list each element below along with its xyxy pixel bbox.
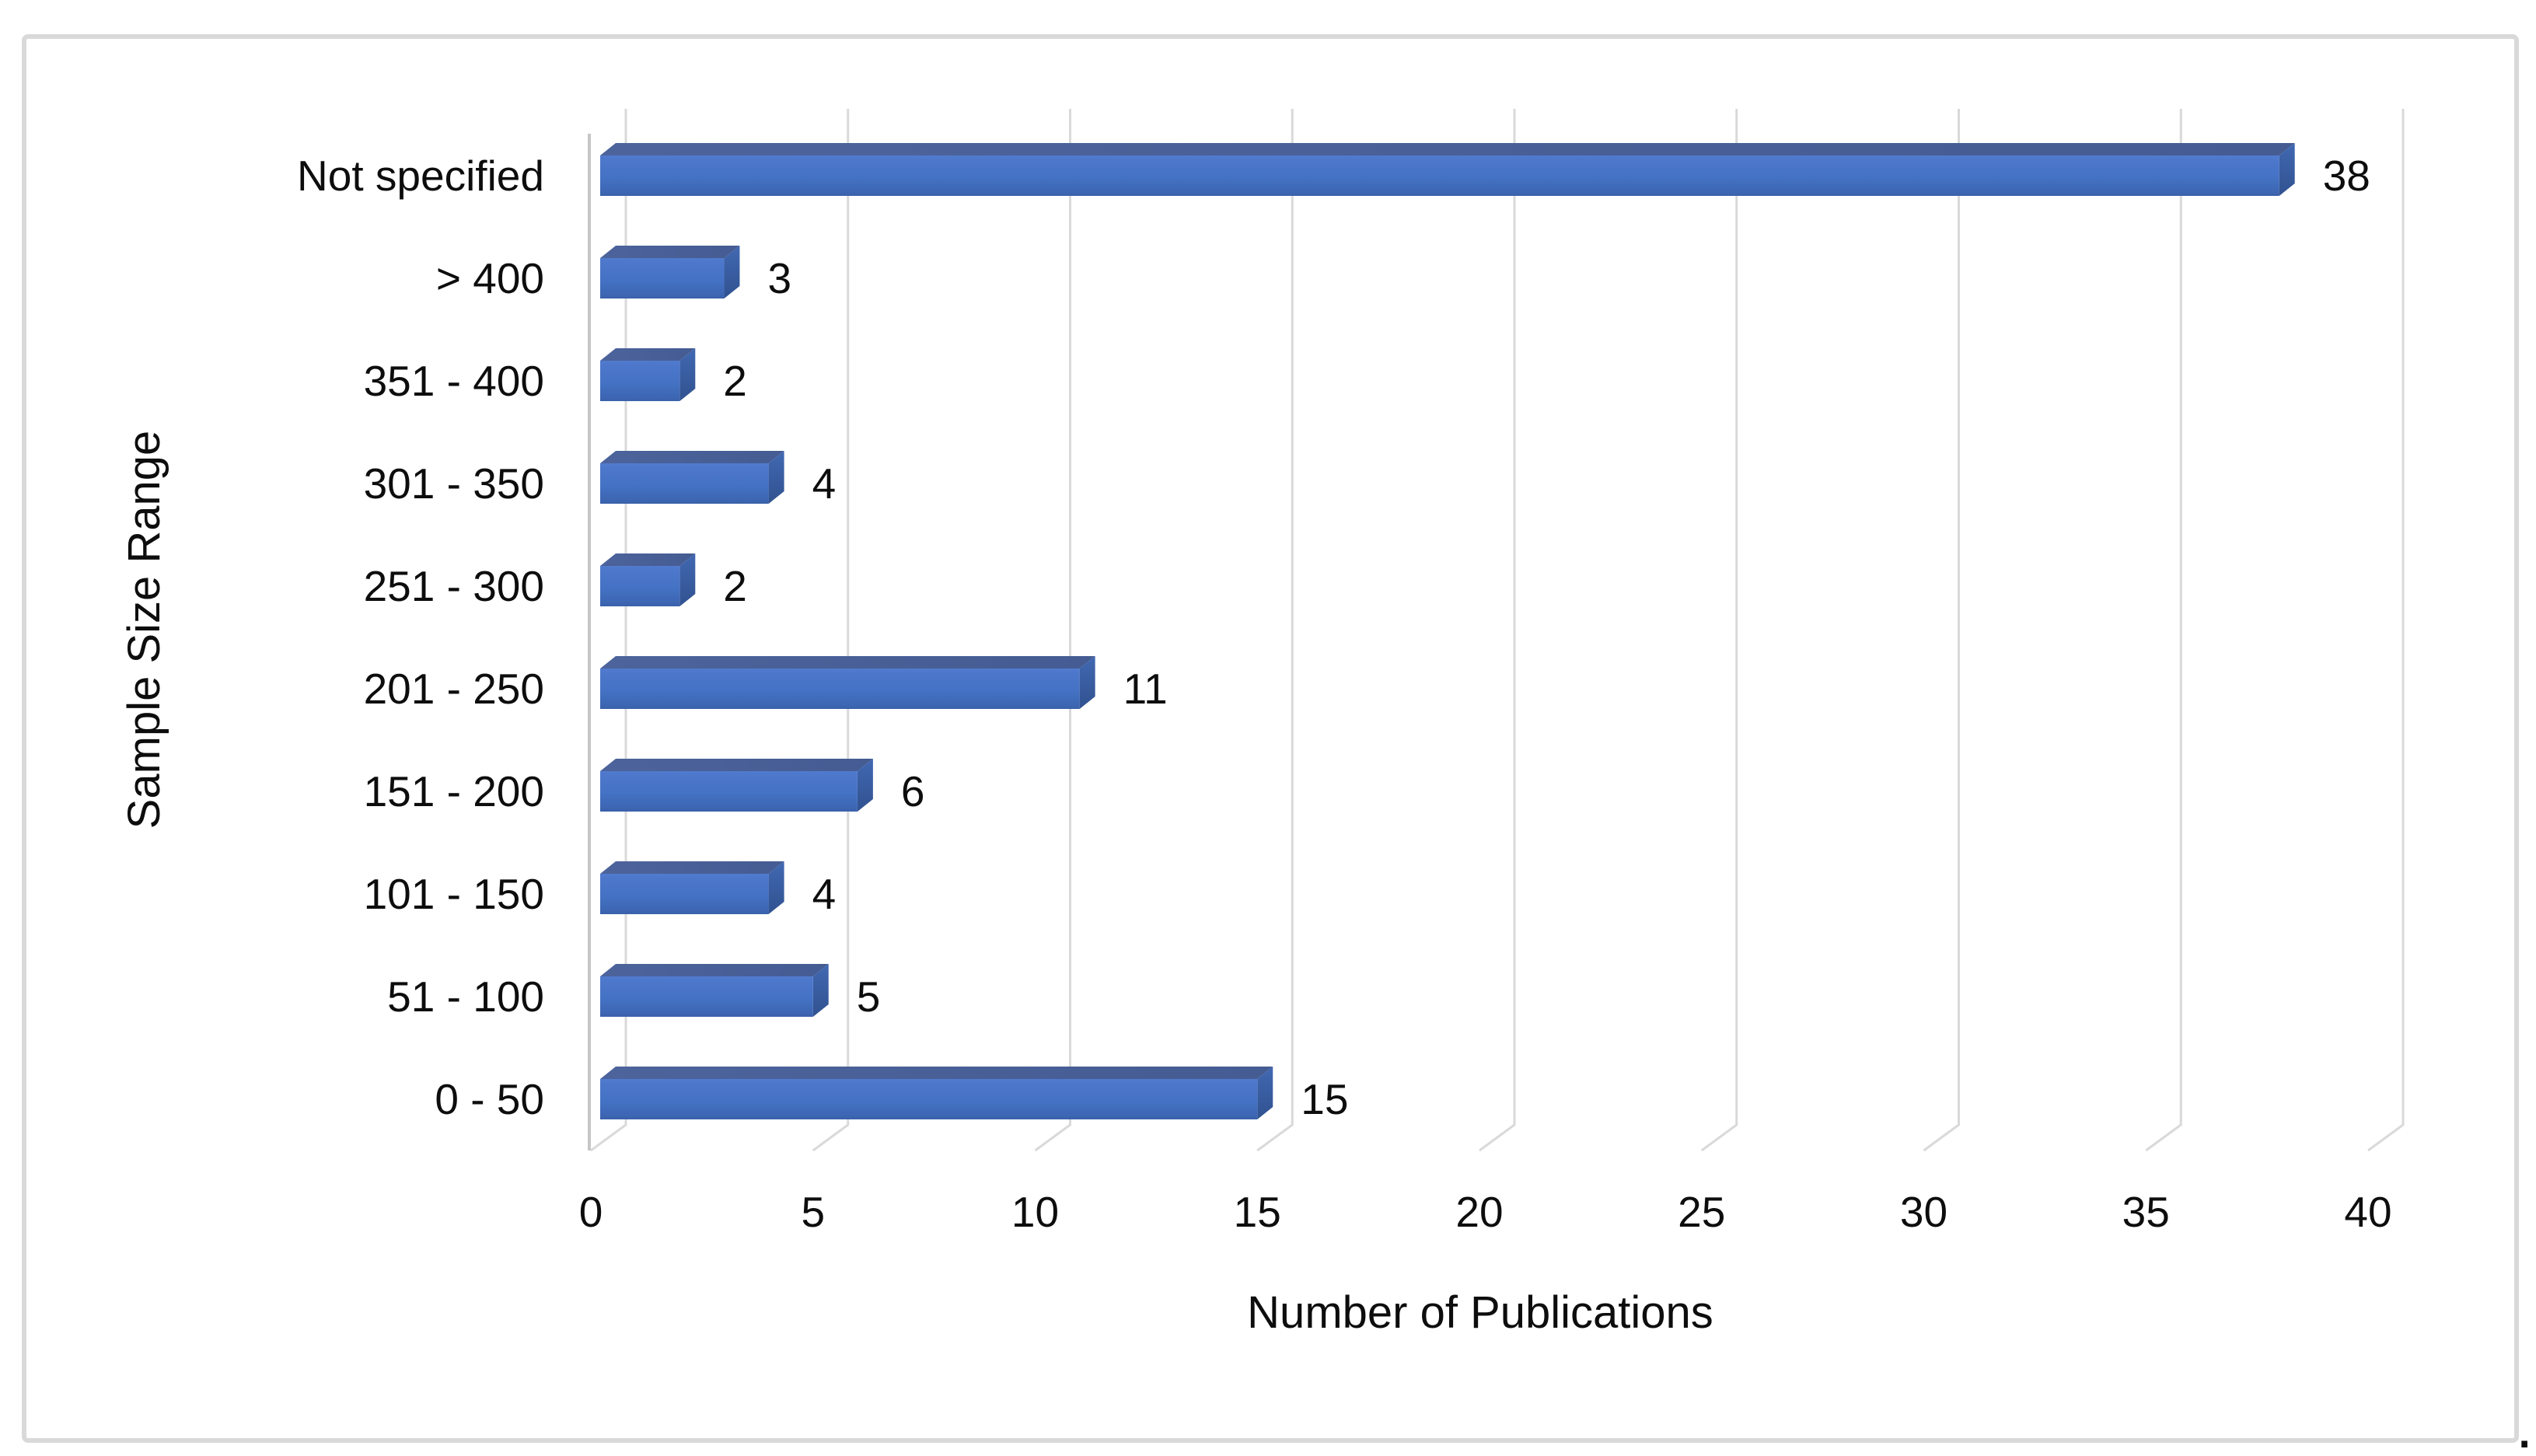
gridline [1700, 109, 1738, 1152]
bar-end-face [679, 553, 696, 606]
category-label: > 400 [436, 254, 544, 302]
category-label: 0 - 50 [435, 1075, 544, 1123]
category-label: 301 - 350 [364, 459, 544, 508]
bar-front-face [600, 874, 769, 914]
bar-top-face [600, 964, 829, 976]
bar [600, 759, 873, 812]
x-axis-title: Number of Publications [1247, 1287, 1713, 1338]
x-tick-label: 20 [1455, 1188, 1503, 1236]
bar-end-face [812, 964, 829, 1017]
category-label: 151 - 200 [364, 767, 544, 815]
bar-top-face [600, 656, 1095, 669]
category-labels: Not specified > 400 351 - 400 301 - 350 251 … [297, 152, 544, 1123]
gridline [1923, 109, 1960, 1152]
x-tick-label: 5 [801, 1188, 825, 1236]
bar [600, 656, 1095, 709]
x-tick-label: 25 [1678, 1188, 1725, 1236]
bar [600, 451, 784, 504]
bar [600, 1067, 1273, 1119]
gridline [1034, 109, 1071, 1152]
bar [600, 143, 2295, 196]
category-label: 101 - 150 [364, 870, 544, 918]
bar-top-face [600, 451, 784, 463]
bar-top-face [600, 759, 873, 771]
bar-end-face [857, 759, 873, 812]
bar-front-face [600, 258, 725, 299]
bar-top-face [600, 1067, 1273, 1079]
value-label: 38 [2323, 152, 2370, 200]
bar [600, 964, 829, 1017]
bar-front-face [600, 976, 813, 1017]
bar-end-face [768, 451, 784, 504]
value-label: 4 [812, 870, 837, 918]
bar-end-face [1079, 656, 1095, 709]
bar-top-face [600, 553, 696, 566]
gridline [1256, 109, 1294, 1152]
category-label: 351 - 400 [364, 357, 544, 405]
bar-top-face [600, 143, 2295, 155]
value-label: 11 [1123, 665, 1168, 713]
y-axis-title: Sample Size Range [119, 431, 169, 829]
bar-top-face [600, 861, 784, 874]
x-tick-label: 40 [2344, 1188, 2391, 1236]
trailing-period: . [2516, 1391, 2533, 1456]
value-label: 5 [857, 972, 881, 1021]
category-label: 51 - 100 [387, 972, 544, 1021]
value-label: 3 [767, 254, 791, 302]
gridline [590, 109, 627, 1152]
bar [600, 246, 740, 299]
bar-top-face [600, 246, 740, 258]
bar-end-face [1257, 1067, 1273, 1119]
category-label: 251 - 300 [364, 562, 544, 610]
bar-end-face [2279, 143, 2295, 196]
gridline [812, 109, 850, 1152]
bar-end-face [679, 348, 696, 401]
x-tick-label: 35 [2122, 1188, 2170, 1236]
category-label: 201 - 250 [364, 665, 544, 713]
category-label: Not specified [297, 152, 544, 200]
bar-front-face [600, 361, 680, 401]
gridline [2367, 109, 2405, 1152]
bar-front-face [600, 1079, 1258, 1119]
bar-front-face [600, 771, 858, 812]
bar-end-face [768, 861, 784, 914]
bar-end-face [724, 246, 740, 299]
bar-top-face [600, 348, 696, 361]
bar-front-face [600, 669, 1080, 709]
bar-front-face [600, 463, 769, 504]
chart-outer-border [22, 34, 2519, 1443]
x-tick-label: 0 [579, 1188, 603, 1236]
x-tick-labels: 0 5 10 15 20 25 30 35 40 [579, 1188, 2392, 1236]
gridline [2145, 109, 2182, 1152]
value-label: 2 [723, 357, 747, 405]
bar-front-face [600, 566, 680, 606]
bars [600, 143, 2295, 1119]
value-label: 15 [1301, 1075, 1348, 1123]
bar [600, 553, 696, 606]
bar [600, 348, 696, 401]
gridlines [590, 109, 2405, 1152]
value-labels: 38 3 2 4 2 11 6 4 5 15 [723, 152, 2370, 1123]
x-tick-label: 15 [1234, 1188, 1281, 1236]
value-label: 2 [723, 562, 747, 610]
value-label: 6 [901, 767, 925, 815]
bar [600, 861, 784, 914]
bar-front-face [600, 155, 2279, 196]
x-tick-label: 30 [1900, 1188, 1947, 1236]
value-label: 4 [812, 459, 837, 508]
gridline [1479, 109, 1516, 1152]
x-tick-label: 10 [1011, 1188, 1059, 1236]
